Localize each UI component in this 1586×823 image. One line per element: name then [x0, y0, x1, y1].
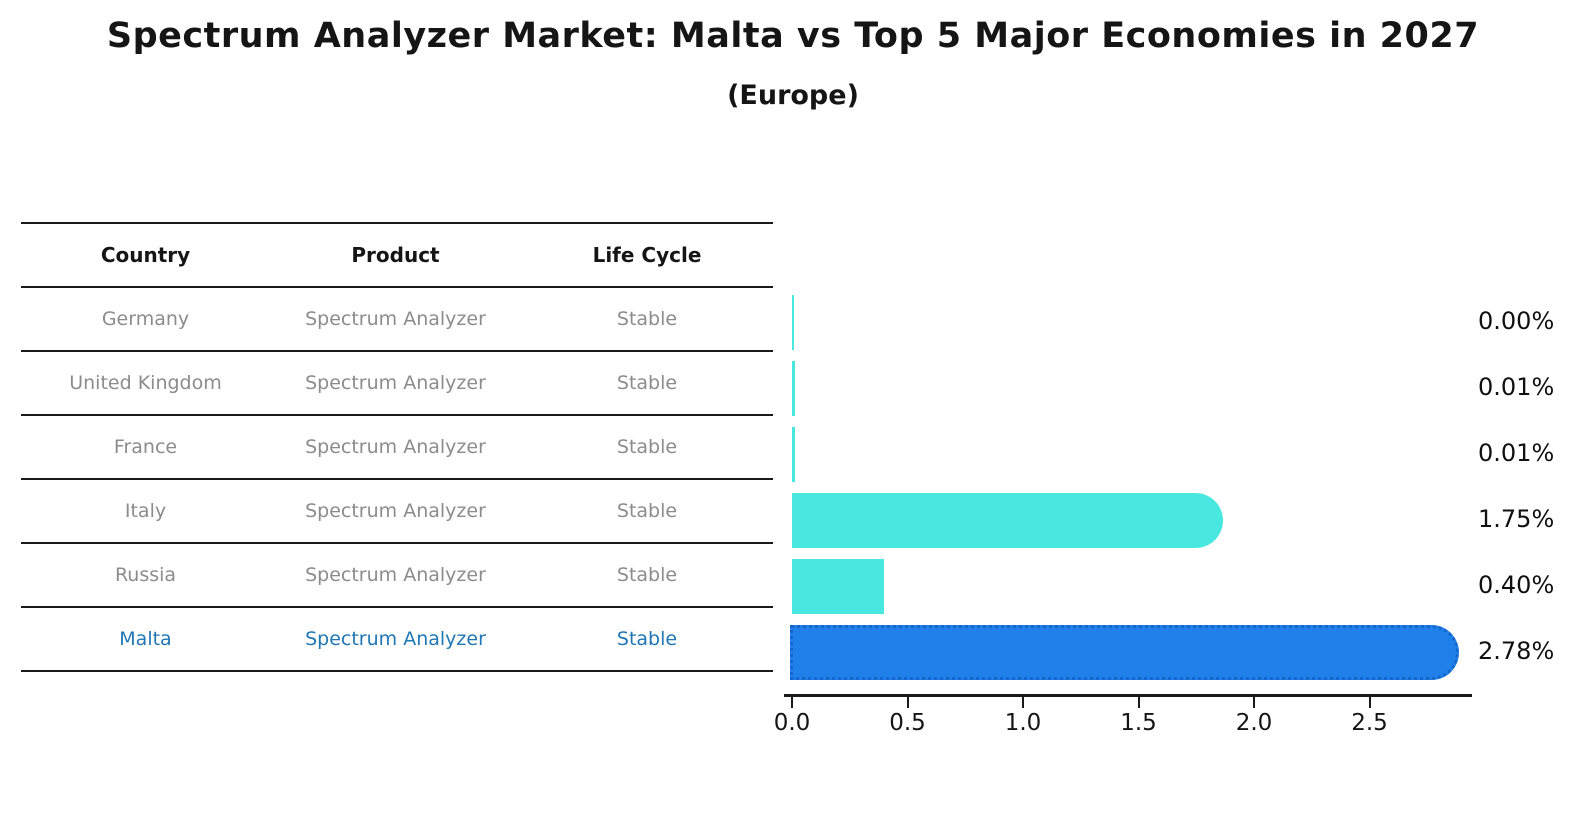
- value-label-united-kingdom: 0.01%: [1478, 373, 1555, 401]
- table-body: Germany Spectrum Analyzer Stable United Kin…: [21, 288, 773, 672]
- x-axis-tick: [791, 697, 793, 708]
- bar-malta: [790, 625, 1459, 680]
- cell-product: Spectrum Analyzer: [305, 564, 486, 586]
- table-row-malta: Malta Spectrum Analyzer Stable: [21, 608, 773, 672]
- cell-life-cycle: Stable: [616, 372, 678, 394]
- cell-life-cycle: Stable: [616, 436, 678, 458]
- value-label-italy: 1.75%: [1478, 505, 1555, 533]
- header-life-cycle: Life Cycle: [592, 243, 702, 267]
- table-row-russia: Russia Spectrum Analyzer Stable: [21, 544, 773, 608]
- page-title: Spectrum Analyzer Market: Malta vs Top 5…: [106, 16, 1480, 56]
- table-row-italy: Italy Spectrum Analyzer Stable: [21, 480, 773, 544]
- cell-country: Russia: [114, 564, 177, 586]
- bar-russia: [792, 559, 884, 614]
- table-header-row: Country Product Life Cycle: [21, 224, 773, 288]
- cell-country: Italy: [124, 500, 167, 522]
- x-axis-line: [784, 694, 1472, 697]
- cell-product: Spectrum Analyzer: [305, 500, 486, 522]
- x-axis-tick-label: 2.5: [1351, 710, 1388, 736]
- cell-life-cycle: Stable: [616, 500, 678, 522]
- x-axis-tick-label: 0.5: [889, 710, 926, 736]
- table-row-germany: Germany Spectrum Analyzer Stable: [21, 288, 773, 352]
- value-label-germany: 0.00%: [1478, 307, 1555, 335]
- x-axis-tick-label: 1.5: [1120, 710, 1157, 736]
- cell-country: United Kingdom: [69, 372, 222, 394]
- value-label-malta: 2.78%: [1478, 637, 1555, 665]
- bar-united-kingdom: [792, 361, 795, 416]
- cell-product: Spectrum Analyzer: [305, 308, 486, 330]
- cell-product: Spectrum Analyzer: [305, 436, 486, 458]
- table-row-united-kingdom: United Kingdom Spectrum Analyzer Stable: [21, 352, 773, 416]
- x-axis-tick: [1253, 697, 1255, 708]
- cell-life-cycle: Stable: [616, 308, 678, 330]
- page-subtitle: (Europe): [727, 80, 859, 111]
- x-axis-tick: [906, 697, 909, 708]
- x-axis-tick-label: 2.0: [1235, 710, 1273, 736]
- bar-italy: [792, 493, 1223, 548]
- cell-country: Malta: [119, 628, 172, 650]
- cell-product: Spectrum Analyzer: [305, 372, 486, 394]
- x-axis-tick: [1368, 697, 1371, 708]
- header-country: Country: [100, 243, 191, 267]
- bar-germany: [792, 295, 794, 350]
- cell-country: France: [113, 436, 178, 458]
- country-product-table: Country Product Life Cycle Germany Spectr…: [21, 222, 773, 672]
- cell-product: Spectrum Analyzer: [305, 628, 486, 650]
- cell-life-cycle: Stable: [616, 628, 678, 650]
- x-axis-tick: [1022, 697, 1024, 708]
- value-label-france: 0.01%: [1478, 439, 1555, 467]
- x-axis-tick: [1137, 697, 1140, 708]
- x-axis-tick-label: 0.0: [773, 710, 811, 736]
- cell-country: Germany: [101, 308, 190, 330]
- cell-life-cycle: Stable: [616, 564, 678, 586]
- x-axis-tick-label: 1.0: [1004, 710, 1042, 736]
- table-row-france: France Spectrum Analyzer Stable: [21, 416, 773, 480]
- bar-france: [792, 427, 795, 482]
- value-label-russia: 0.40%: [1478, 571, 1555, 599]
- header-product: Product: [351, 243, 440, 267]
